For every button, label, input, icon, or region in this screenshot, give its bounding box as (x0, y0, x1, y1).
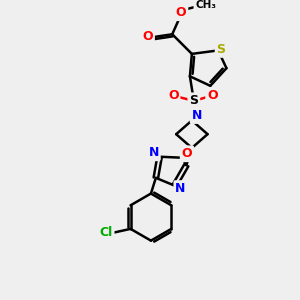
Text: N: N (175, 182, 186, 195)
Text: O: O (207, 89, 218, 102)
Text: N: N (148, 146, 159, 159)
Text: O: O (182, 147, 192, 160)
Text: O: O (142, 30, 153, 43)
Text: N: N (192, 109, 202, 122)
Text: Cl: Cl (99, 226, 112, 239)
Text: O: O (168, 89, 178, 102)
Text: CH₃: CH₃ (195, 0, 216, 10)
Text: S: S (217, 43, 226, 56)
Text: O: O (176, 6, 186, 19)
Text: S: S (189, 94, 198, 107)
